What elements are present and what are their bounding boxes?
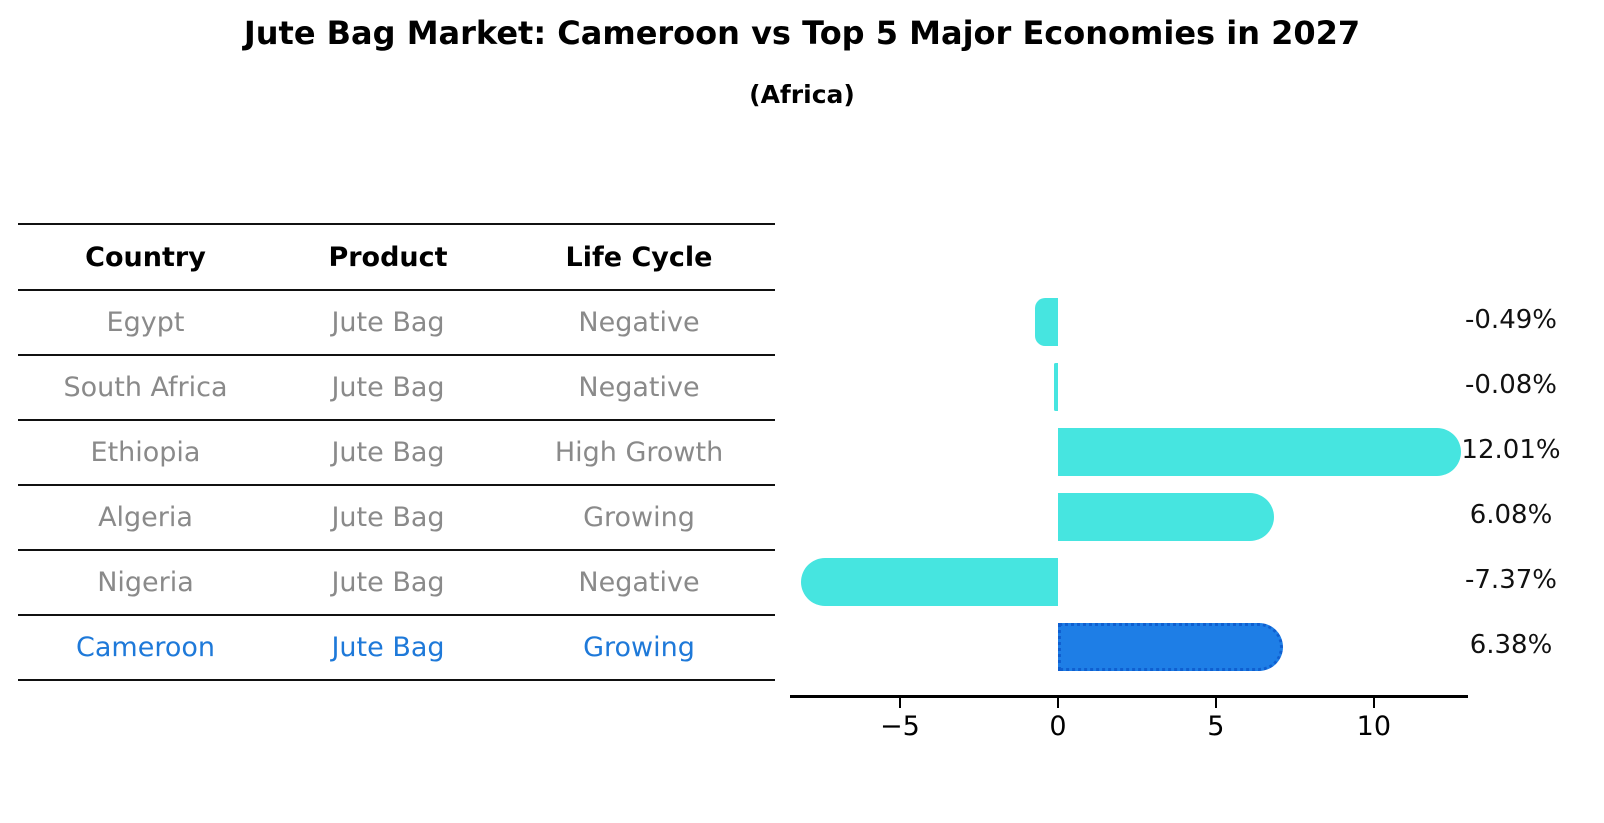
table-cell-lifecycle: Negative <box>578 307 700 338</box>
table-cell-product: Jute Bag <box>331 632 445 663</box>
bar-algeria <box>1057 492 1274 541</box>
table-cell-country: Cameroon <box>76 632 215 663</box>
x-axis-tick-label: 10 <box>1356 711 1392 742</box>
table-cell-country: South Africa <box>63 372 228 403</box>
x-axis-tick-label: 0 <box>1049 711 1067 742</box>
table-row-nigeria: Nigeria Jute Bag Negative <box>18 551 775 616</box>
table-cell-lifecycle: Growing <box>583 502 695 533</box>
bar-cameroon <box>1057 622 1284 671</box>
bar-ethiopia <box>1057 427 1462 476</box>
chart-subtitle: (Africa) <box>749 80 855 109</box>
bar-value-label-cameroon: 6.38% <box>1469 629 1553 660</box>
table-row-algeria: Algeria Jute Bag Growing <box>18 486 775 551</box>
bar-egypt <box>1035 297 1058 346</box>
bar-south-africa <box>1054 362 1058 411</box>
x-axis-tick <box>1056 698 1059 708</box>
table-cell-country: Algeria <box>98 502 193 533</box>
table-row-cameroon: Cameroon Jute Bag Growing <box>18 616 775 681</box>
table-header-row: Country Product Life Cycle <box>18 225 775 291</box>
table-header-product: Product <box>328 241 448 273</box>
table-cell-lifecycle: High Growth <box>554 437 724 468</box>
table-cell-country: Nigeria <box>97 567 194 598</box>
x-axis-tick <box>898 698 901 708</box>
table-row-egypt: Egypt Jute Bag Negative <box>18 291 775 356</box>
table-cell-lifecycle: Negative <box>578 567 700 598</box>
table-row-south-africa: South Africa Jute Bag Negative <box>18 356 775 421</box>
chart-title: Jute Bag Market: Cameroon vs Top 5 Major… <box>243 14 1361 52</box>
table-cell-product: Jute Bag <box>331 437 445 468</box>
table-header-life-cycle: Life Cycle <box>565 241 713 273</box>
table-cell-product: Jute Bag <box>331 372 445 403</box>
bar-value-label-algeria: 6.08% <box>1469 499 1553 530</box>
table-cell-country: Ethiopia <box>90 437 201 468</box>
table-cell-country: Egypt <box>106 307 185 338</box>
bar-value-label-egypt: -0.49% <box>1465 304 1557 335</box>
table-cell-lifecycle: Growing <box>583 632 695 663</box>
table-row-ethiopia: Ethiopia Jute Bag High Growth <box>18 421 775 486</box>
x-axis-line <box>790 695 1468 698</box>
x-axis-tick-label: 5 <box>1207 711 1225 742</box>
table-header-country: Country <box>85 241 206 273</box>
bar-value-label-nigeria: -7.37% <box>1465 564 1557 595</box>
table-cell-product: Jute Bag <box>331 502 445 533</box>
comparison-table: Country Product Life Cycle Egypt Jute Bag Neg… <box>18 223 775 681</box>
x-axis-tick-label: −5 <box>880 711 920 742</box>
bar-value-label-ethiopia: 12.01% <box>1461 434 1561 465</box>
table-cell-lifecycle: Negative <box>578 372 700 403</box>
bar-value-label-south-africa: -0.08% <box>1465 369 1557 400</box>
x-axis-tick <box>1372 698 1375 708</box>
table-cell-product: Jute Bag <box>331 567 445 598</box>
bar-nigeria <box>801 557 1058 606</box>
table-cell-product: Jute Bag <box>331 307 445 338</box>
x-axis-tick <box>1214 698 1217 708</box>
